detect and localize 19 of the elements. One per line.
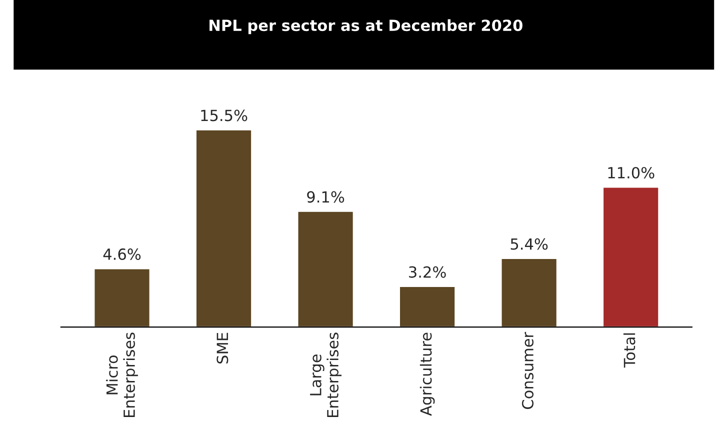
x-tick-label: Micro Enterprises (106, 332, 138, 417)
x-tick-label: Consumer (522, 332, 534, 409)
data-label: 4.6% (103, 248, 141, 260)
bar (93, 268, 151, 328)
bar (500, 258, 558, 328)
bar (398, 286, 456, 328)
data-label: 15.5% (201, 110, 248, 122)
bar (602, 186, 660, 328)
chart-title: NPL per sector as at December 2020 (210, 19, 522, 34)
data-label: 9.1% (307, 191, 344, 203)
x-tick-label: Total (623, 333, 636, 368)
bar (195, 129, 252, 328)
x-tick-label: Large Enterprises (310, 332, 342, 417)
data-label: 3.2% (409, 266, 446, 278)
data-label: 11.0% (608, 166, 654, 179)
data-label: 5.4% (510, 238, 548, 250)
x-tick-label: SME (216, 332, 228, 364)
bar (296, 210, 354, 328)
x-tick-label: Agriculture (420, 332, 435, 416)
